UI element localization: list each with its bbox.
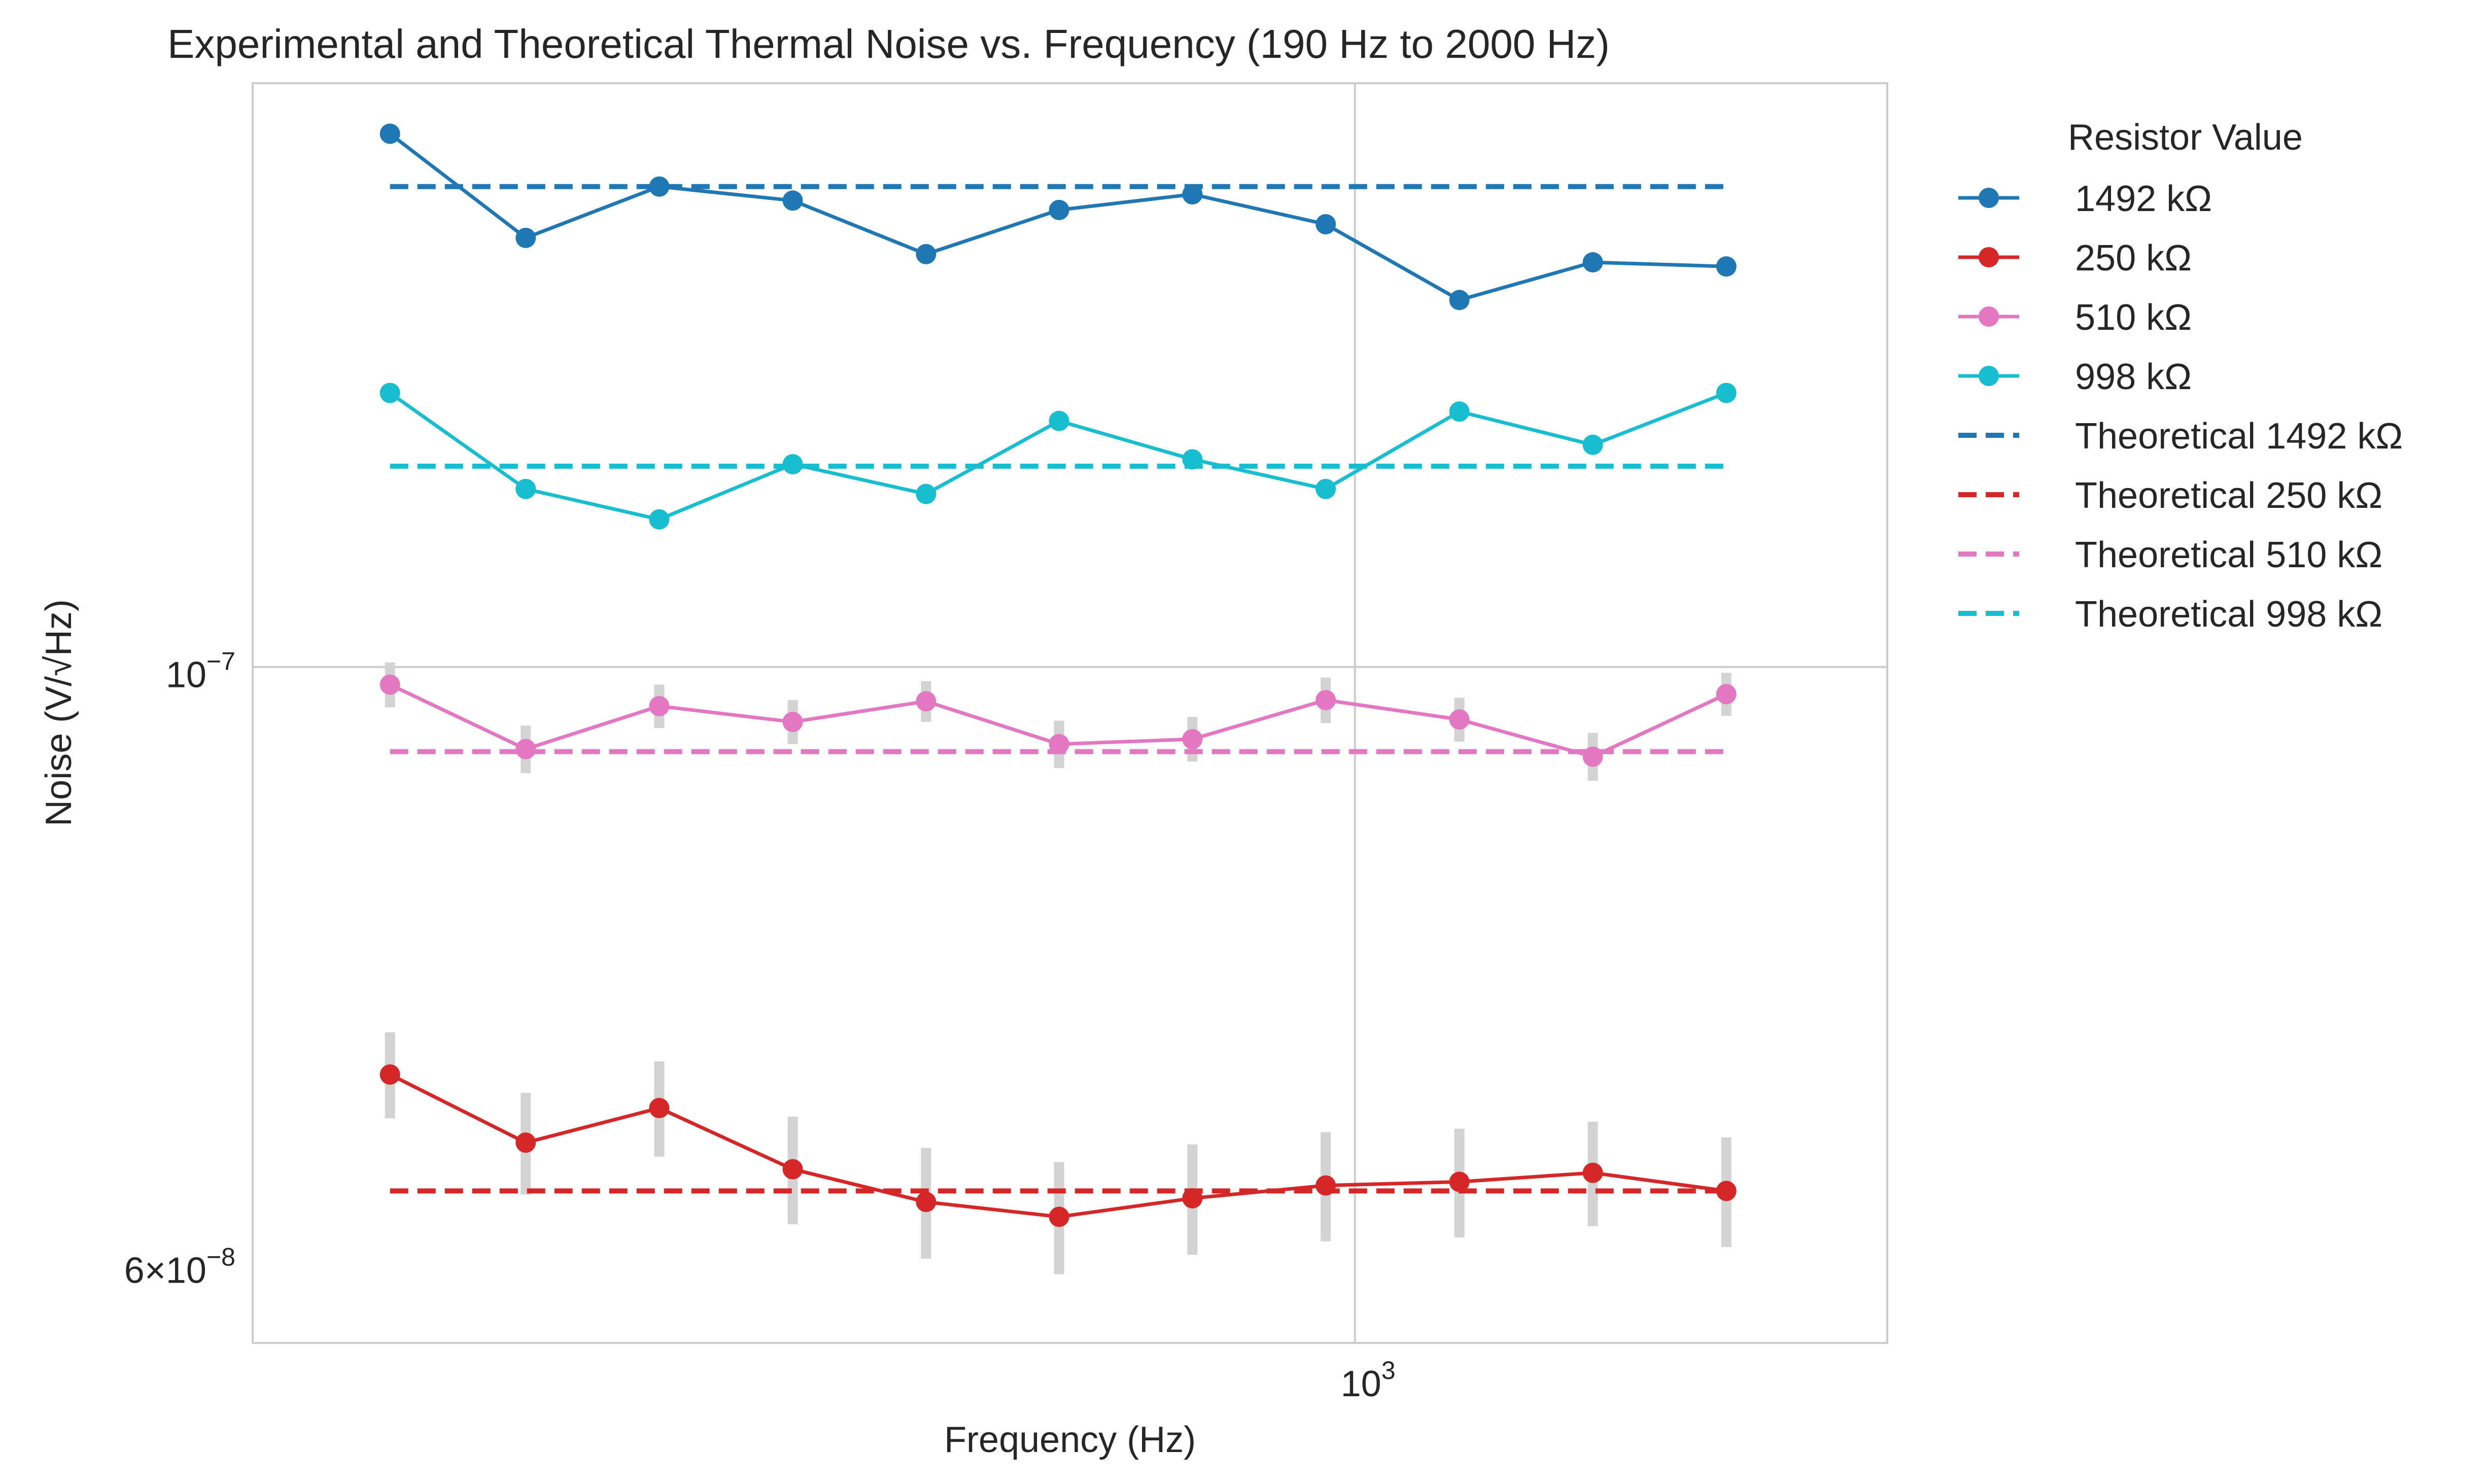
legend-label: Theoretical 250 kΩ [2075, 475, 2382, 516]
x-axis-label: Frequency (Hz) [944, 1420, 1196, 1460]
data-point [916, 484, 937, 504]
y-tick-mantissa: 6× [124, 1250, 166, 1291]
data-point [1182, 184, 1203, 205]
data-series [379, 123, 1737, 1227]
data-point [1449, 709, 1470, 730]
data-point [1316, 1175, 1336, 1196]
data-point [649, 696, 670, 716]
data-point [782, 1159, 803, 1180]
data-point [379, 383, 400, 403]
data-point [1049, 199, 1069, 220]
data-point [1182, 1188, 1203, 1209]
legend-marker [1979, 188, 1999, 208]
plot-frame [252, 82, 1888, 1344]
data-point [379, 674, 400, 695]
data-point [782, 190, 803, 211]
data-point [1582, 1162, 1603, 1183]
legend-marker [1979, 366, 1999, 386]
legend-marker [1979, 247, 1999, 267]
chart-title: Experimental and Theoretical Thermal Noi… [167, 21, 1610, 66]
data-point [1316, 689, 1336, 710]
data-point [1582, 252, 1603, 273]
x-tick-base: 10 [1341, 1364, 1381, 1404]
data-point [916, 691, 937, 712]
data-point [515, 227, 536, 248]
data-point [782, 454, 803, 474]
y-tick-exponent: −8 [206, 1243, 235, 1271]
legend-label: Theoretical 510 kΩ [2075, 535, 2382, 575]
legend-marker [1979, 306, 1999, 327]
data-point [1449, 401, 1470, 422]
data-point [1316, 214, 1336, 234]
y-tick-exponent: −7 [206, 647, 235, 676]
x-tick-exponent: 3 [1381, 1356, 1396, 1385]
data-point [916, 1192, 937, 1213]
data-point [1449, 290, 1470, 310]
legend-label: 1492 kΩ [2075, 179, 2212, 219]
data-point [1716, 1181, 1737, 1201]
data-point [1716, 256, 1737, 277]
legend: Resistor Value 1492 kΩ 250 kΩ 510 kΩ 998 kΩ… [1958, 117, 2403, 635]
y-tick-base: 10 [166, 655, 206, 696]
legend-label: 998 kΩ [2075, 357, 2192, 397]
data-point [1716, 684, 1737, 705]
y-tick-label: 10−7 [166, 647, 235, 696]
data-point [916, 244, 937, 264]
legend-title: Resistor Value [2068, 117, 2303, 158]
data-point [1182, 449, 1203, 470]
data-point [649, 1098, 670, 1119]
data-point [1049, 1206, 1069, 1227]
legend-label: 250 kΩ [2075, 238, 2192, 279]
data-point [649, 509, 670, 530]
legend-label: 510 kΩ [2075, 297, 2192, 338]
legend-label: Theoretical 998 kΩ [2075, 594, 2382, 635]
data-point [379, 1064, 400, 1085]
data-point [515, 1132, 536, 1153]
data-point [782, 711, 803, 732]
y-tick-label: 6×10−8 [124, 1243, 235, 1291]
data-point [649, 176, 670, 197]
data-point [1049, 410, 1069, 431]
data-point [1716, 383, 1737, 403]
legend-label: Theoretical 1492 kΩ [2075, 416, 2403, 457]
data-point [379, 123, 400, 144]
data-point [515, 739, 536, 760]
y-tick-base: 10 [166, 1250, 206, 1291]
data-point [515, 478, 536, 499]
y-axis-label: Noise (V/√Hz) [39, 599, 79, 826]
plot-area [253, 83, 1887, 1343]
x-tick-label: 103 [1341, 1356, 1396, 1404]
data-point [1582, 434, 1603, 455]
data-point [1049, 734, 1069, 754]
grid-lines [253, 83, 1887, 1343]
theoretical-lines [390, 184, 1726, 1194]
data-point [1316, 478, 1336, 499]
data-point [1182, 729, 1203, 749]
data-point [1449, 1171, 1470, 1192]
data-point [1582, 746, 1603, 767]
